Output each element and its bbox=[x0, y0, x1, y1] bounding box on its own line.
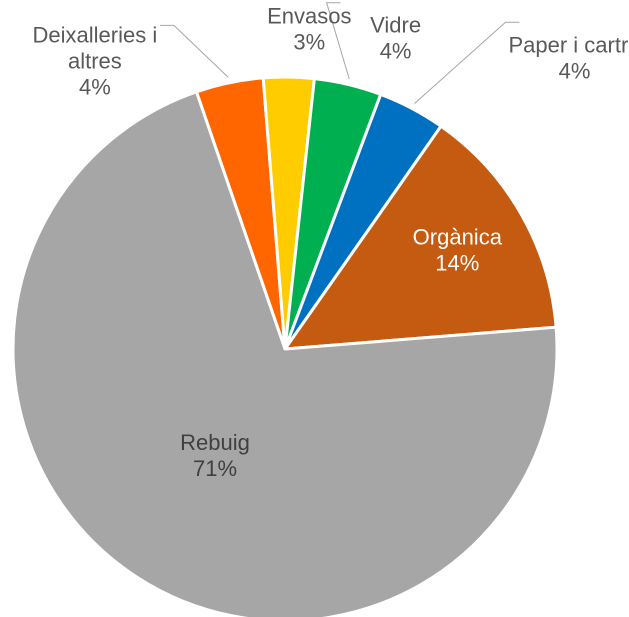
data-label-percent: 4% bbox=[380, 39, 412, 64]
leader-line bbox=[414, 21, 520, 104]
pie-slice-rebuig bbox=[11, 90, 559, 617]
data-label: Paper i cartró 4% bbox=[508, 32, 629, 83]
data-label-category: Orgànica bbox=[413, 224, 503, 249]
data-label-percent: 4% bbox=[79, 74, 111, 99]
data-label-percent: 3% bbox=[293, 30, 325, 55]
pie-slices bbox=[11, 75, 559, 617]
data-label: Rebuig 71% bbox=[180, 430, 250, 481]
data-label: Vidre 4% bbox=[370, 13, 421, 64]
data-label-category: Paper i cartró bbox=[508, 32, 629, 57]
pie-slice-orgànica bbox=[283, 124, 558, 351]
data-label: Orgànica 14% bbox=[413, 224, 503, 275]
data-label: Envasos 3% bbox=[267, 4, 351, 55]
data-labels: Deixalleries i altres 4%Envasos 3%Vidre 4% Pa… bbox=[33, 4, 629, 481]
leader-line bbox=[325, 2, 350, 80]
data-label-category: Rebuig bbox=[180, 430, 250, 455]
data-label-percent: 14% bbox=[435, 250, 479, 275]
data-label-percent: 4% bbox=[559, 58, 591, 83]
data-label-category: Deixalleries i bbox=[33, 22, 158, 47]
data-label-category: altres bbox=[68, 48, 122, 73]
data-label-category: Vidre bbox=[370, 13, 421, 38]
leader-lines bbox=[159, 2, 520, 104]
data-label-category: Envasos bbox=[267, 4, 351, 29]
data-label-percent: 71% bbox=[193, 456, 237, 481]
data-label: Deixalleries i altres 4% bbox=[33, 22, 158, 99]
leader-line bbox=[159, 24, 229, 78]
